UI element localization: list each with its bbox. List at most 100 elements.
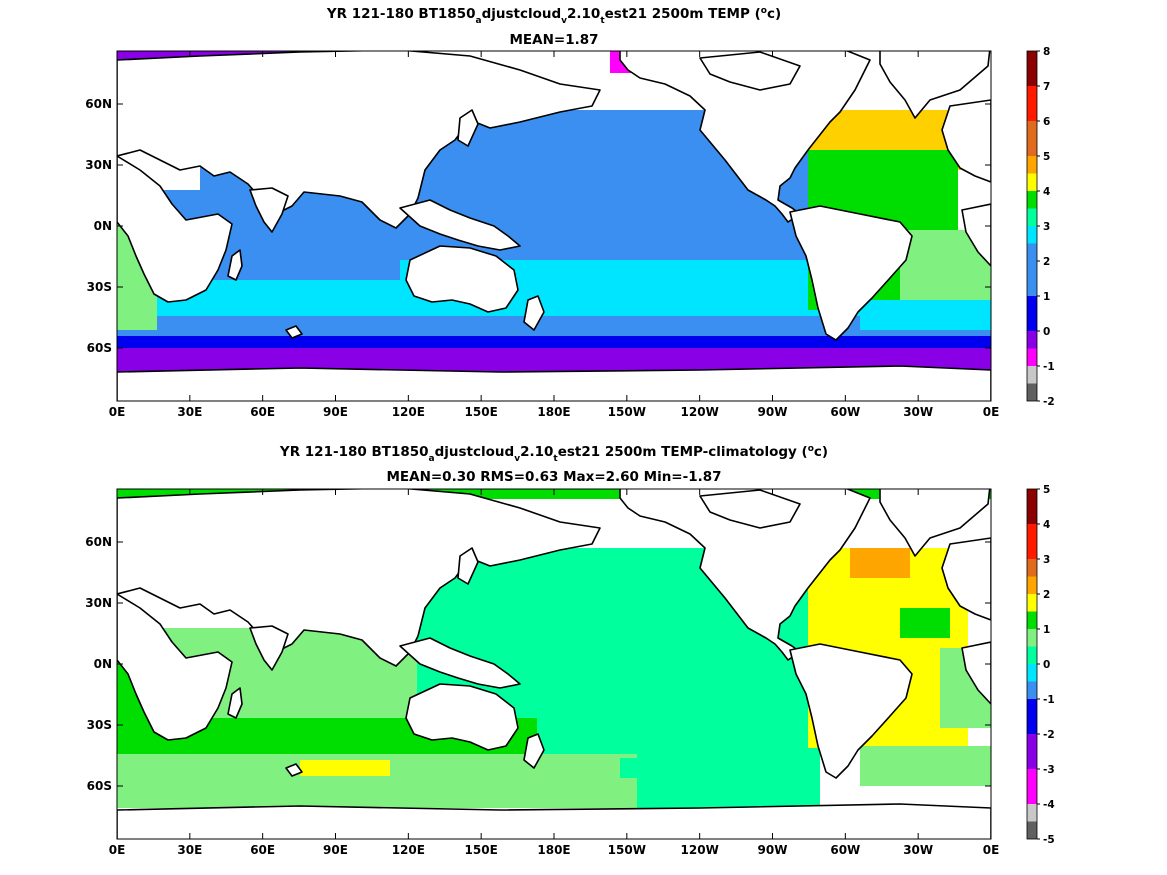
x-tick-label: 90W [758,405,788,419]
top-title: YR 121-180 BT1850adjustcloudv2.10test21 … [326,6,781,26]
x-tick-label: 120W [681,405,719,419]
x-tick-label: 60W [830,405,860,419]
colorbar-label: 8 [1043,46,1050,58]
x-tick-label: 120E [392,405,425,419]
colorbar-label: 1 [1043,624,1050,636]
y-tick-label: 60N [85,535,112,549]
top-x-axis: 0E 30E 60E 90E 120E 150E 180E 150W 120W 90W 60W 30W… [109,51,1000,419]
x-tick-label: 0E [109,843,126,857]
colorbar-segment [1027,226,1037,244]
bottom-x-axis: 0E 30E 60E 90E 120E 150E 180E 150W 120W 90W 60W 30W… [109,489,1000,857]
bottom-panel: YR 121-180 BT1850adjustcloudv2.10test21 … [85,444,1054,857]
colorbar-label: -2 [1043,396,1055,408]
x-tick-label: 150W [608,843,646,857]
colorbar-label: 0 [1043,326,1050,338]
x-tick-label: 30E [177,405,202,419]
top-panel: YR 121-180 BT1850adjustcloudv2.10test21 … [85,6,1054,419]
colorbar-segment [1027,769,1037,804]
bottom-south-atlantic-lower [860,746,991,786]
colorbar-segment [1027,699,1037,734]
colorbar-segment [1027,348,1037,366]
colorbar-label: 1 [1043,291,1050,303]
x-tick-label: 120W [681,843,719,857]
colorbar-segment [1027,664,1037,682]
colorbar-label: -1 [1043,361,1055,373]
x-tick-label: 30E [177,843,202,857]
colorbar-segment [1027,331,1037,349]
x-tick-label: 90E [323,405,348,419]
colorbar-segment [1027,243,1037,296]
colorbar-segment [1027,489,1037,524]
colorbar-segment [1027,629,1037,647]
colorbar-segment [1027,821,1037,839]
x-tick-label: 150E [465,843,498,857]
colorbar-label: 7 [1043,81,1050,93]
colorbar-segment [1027,156,1037,174]
colorbar-label: 5 [1043,484,1050,496]
x-tick-label: 60E [250,405,275,419]
colorbar-segment [1027,734,1037,769]
y-tick-label: 60S [87,341,112,355]
colorbar-label: 3 [1043,554,1050,566]
colorbar-segment [1027,646,1037,664]
colorbar-label: 4 [1043,519,1050,531]
colorbar-label: 2 [1043,589,1050,601]
bottom-atlantic-orange [850,548,910,578]
colorbar-segment [1027,383,1037,401]
x-tick-label: 150W [608,405,646,419]
y-tick-label: 60S [87,779,112,793]
colorbar-segment [1027,804,1037,822]
top-south-atlantic-cyan [860,300,991,330]
y-tick-label: 30N [85,596,112,610]
top-map [117,51,991,401]
colorbar-label: 0 [1043,659,1050,671]
colorbar-label: 5 [1043,151,1050,163]
colorbar-segment [1027,191,1037,209]
x-tick-label: 0E [983,405,1000,419]
colorbar-segment [1027,86,1037,121]
colorbar-segment [1027,173,1037,191]
colorbar-label: -4 [1043,799,1055,811]
x-tick-label: 180E [537,405,570,419]
bottom-southern-pacific [620,758,780,778]
colorbar-segment [1027,594,1037,612]
x-tick-label: 150E [465,405,498,419]
colorbar-segment [1027,611,1037,629]
top-subtitle: MEAN=1.87 [509,32,598,48]
x-tick-label: 120E [392,843,425,857]
colorbar-segment [1027,366,1037,384]
bottom-southern-yellow [300,760,390,776]
y-tick-label: 30S [87,718,112,732]
y-tick-label: 0N [94,219,112,233]
bottom-y-axis: 60N 30N 0N 30S 60S [85,535,991,793]
y-tick-label: 0N [94,657,112,671]
x-tick-label: 0E [109,405,126,419]
colorbar-label: -5 [1043,834,1055,846]
bottom-title: YR 121-180 BT1850adjustcloudv2.10test21 … [279,444,828,464]
colorbar-segment [1027,559,1037,577]
colorbar-segment [1027,208,1037,226]
x-tick-label: 180E [537,843,570,857]
colorbar-segment [1027,681,1037,699]
bottom-colorbar: 5 4 3 2 1 0 -1 -2 -3 -4 -5 [1026,484,1055,846]
y-tick-label: 30N [85,158,112,172]
colorbar-label: -1 [1043,694,1055,706]
colorbar-segment [1027,51,1037,86]
x-tick-label: 0E [983,843,1000,857]
bottom-atlantic-green-patch [900,608,950,638]
colorbar-segment [1027,524,1037,559]
colorbar-segment [1027,296,1037,331]
y-tick-label: 30S [87,280,112,294]
colorbar-label: 2 [1043,256,1050,268]
colorbar-label: 4 [1043,186,1050,198]
y-tick-label: 60N [85,97,112,111]
bottom-subtitle: MEAN=0.30 RMS=0.63 Max=2.60 Min=-1.87 [386,469,721,485]
x-tick-label: 90E [323,843,348,857]
colorbar-segment [1027,576,1037,594]
colorbar-label: 6 [1043,116,1050,128]
x-tick-label: 60W [830,843,860,857]
x-tick-label: 60E [250,843,275,857]
bottom-map [117,489,991,839]
colorbar-segment [1027,121,1037,156]
